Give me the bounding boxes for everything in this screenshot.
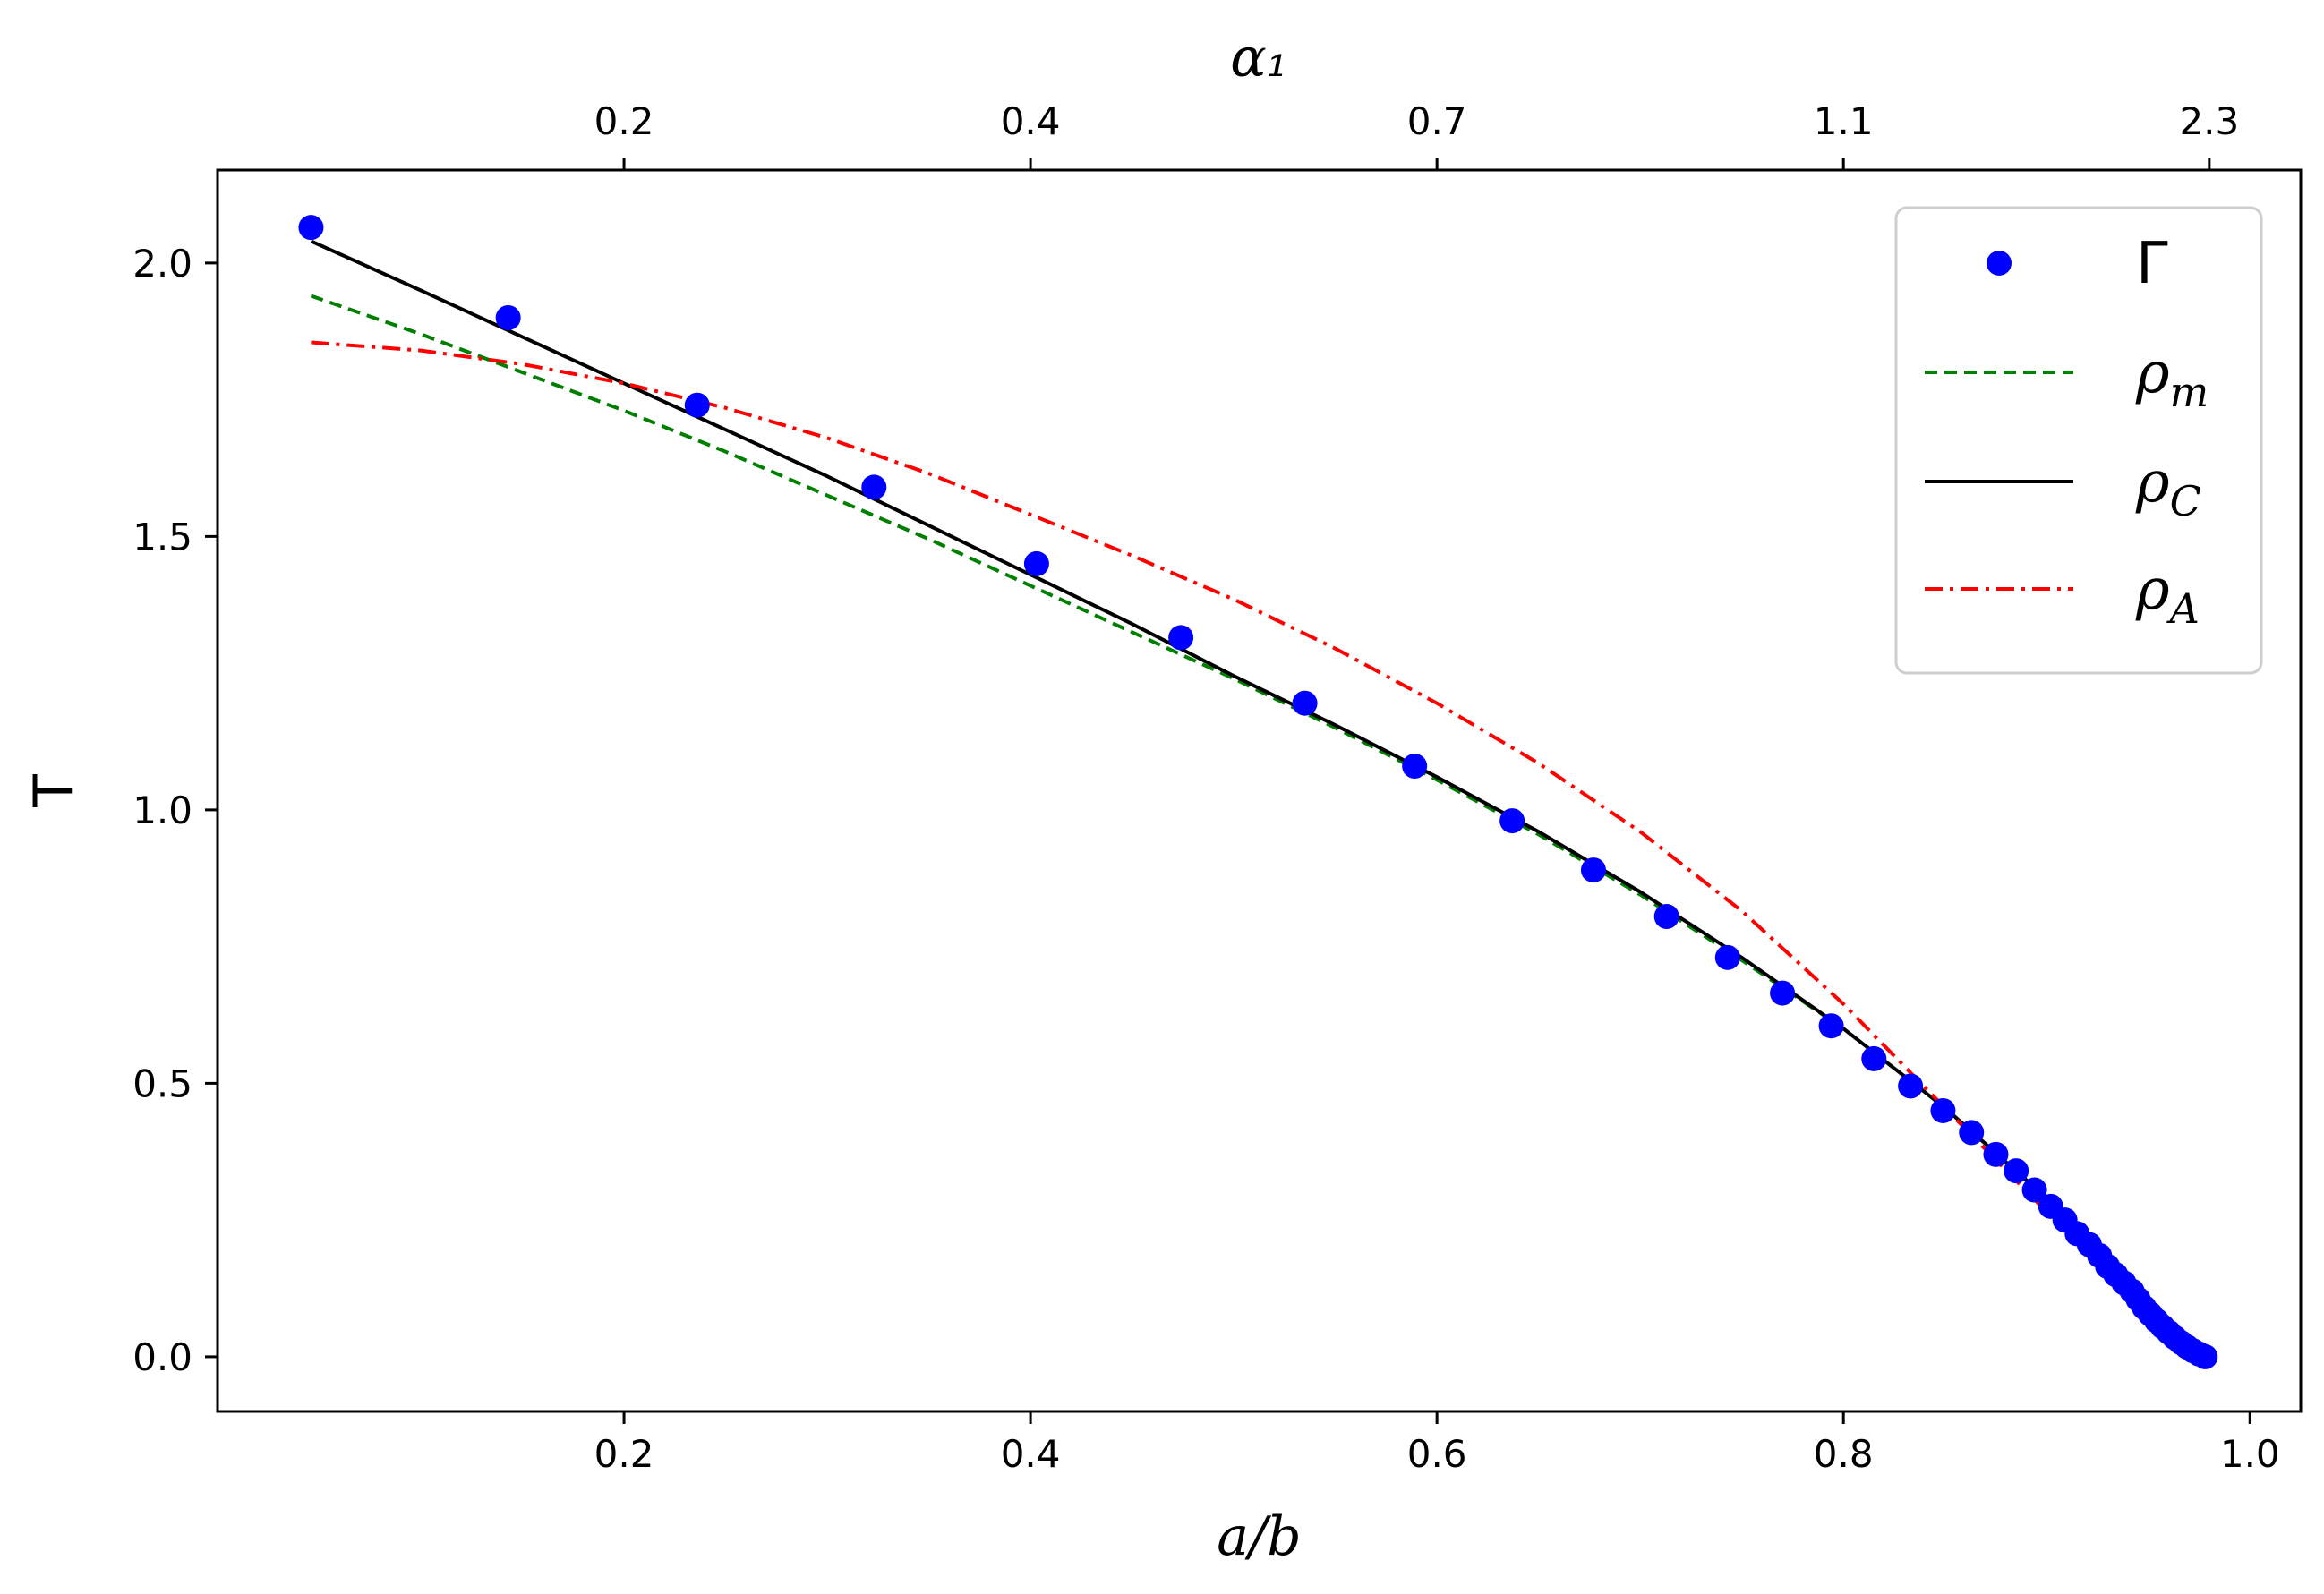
data-point	[1959, 1120, 1985, 1146]
top-x-tick-label: 0.7	[1407, 99, 1467, 143]
x-tick-label: 0.8	[1814, 1432, 1874, 1476]
data-point	[2192, 1343, 2218, 1369]
data-point	[1292, 690, 1318, 716]
legend-marker	[1987, 251, 2012, 276]
data-point	[1861, 1045, 1887, 1071]
legend-label: Γ	[2136, 231, 2168, 297]
top-x-axis: 0.2 0.4 0.7 1.1 2.3	[594, 99, 2239, 170]
data-point	[1580, 857, 1606, 883]
top-x-tick-label: 1.1	[1814, 99, 1874, 143]
data-point	[2004, 1158, 2029, 1184]
data-point	[1898, 1073, 1924, 1099]
data-point	[1023, 550, 1049, 576]
x-tick-label: 0.2	[594, 1432, 654, 1476]
series-layer	[298, 215, 2218, 1369]
top-x-axis-title: α₁	[1230, 27, 1288, 90]
y-tick-label: 0.5	[132, 1061, 192, 1105]
x-tick-label: 0.6	[1407, 1432, 1467, 1476]
x-tick-label: 0.4	[1001, 1432, 1061, 1476]
data-point	[1770, 980, 1796, 1006]
top-x-tick-label: 0.2	[594, 99, 654, 143]
legend-box	[1894, 206, 2263, 675]
legend-label: ρm	[2135, 340, 2209, 416]
y-tick-label: 1.0	[132, 788, 192, 832]
data-point	[1653, 904, 1679, 930]
series-line-ρ_m	[310, 294, 2211, 1359]
plot-frame	[216, 168, 2303, 1413]
y-axis-title: T	[22, 774, 85, 808]
data-point	[1714, 944, 1740, 970]
y-axis: 0.0 0.5 1.0 1.5 2.0	[132, 242, 218, 1379]
top-x-tick-label: 2.3	[2179, 99, 2239, 143]
data-point	[1499, 808, 1525, 834]
data-point	[1168, 625, 1194, 651]
legend-label: ρA	[2135, 557, 2200, 633]
data-point	[861, 474, 887, 500]
y-tick-label: 2.0	[132, 242, 192, 286]
y-tick-label: 0.0	[132, 1335, 192, 1379]
data-point	[1402, 754, 1428, 780]
data-point	[1930, 1097, 1956, 1123]
y-tick-label: 1.5	[132, 515, 192, 558]
x-axis-title: a/b	[1217, 1505, 1301, 1568]
data-point	[684, 392, 710, 418]
bottom-x-axis: 0.2 0.4 0.6 0.8 1.0	[594, 1411, 2280, 1476]
data-point	[1983, 1141, 2009, 1167]
data-point	[495, 304, 521, 330]
data-point	[2021, 1177, 2047, 1203]
data-point	[298, 215, 324, 241]
legend-label: ρC	[2135, 449, 2201, 525]
data-point	[1818, 1013, 1844, 1039]
top-x-tick-label: 0.4	[1001, 99, 1061, 143]
legend: Γρm ρC ρA	[1894, 206, 2263, 675]
x-tick-label: 1.0	[2220, 1432, 2280, 1476]
